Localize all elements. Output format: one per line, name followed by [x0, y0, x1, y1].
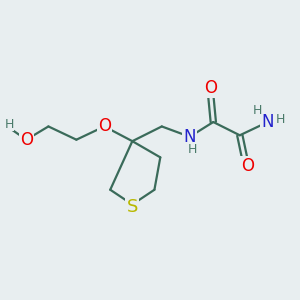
Text: O: O [242, 157, 255, 175]
Text: N: N [184, 128, 196, 146]
Text: O: O [98, 117, 111, 135]
Text: O: O [204, 79, 217, 97]
Text: H: H [188, 142, 197, 156]
Text: O: O [20, 131, 33, 149]
Text: H: H [275, 113, 285, 126]
Text: N: N [262, 113, 274, 131]
Text: H: H [5, 118, 14, 130]
Text: S: S [127, 198, 138, 216]
Text: H: H [253, 104, 262, 117]
